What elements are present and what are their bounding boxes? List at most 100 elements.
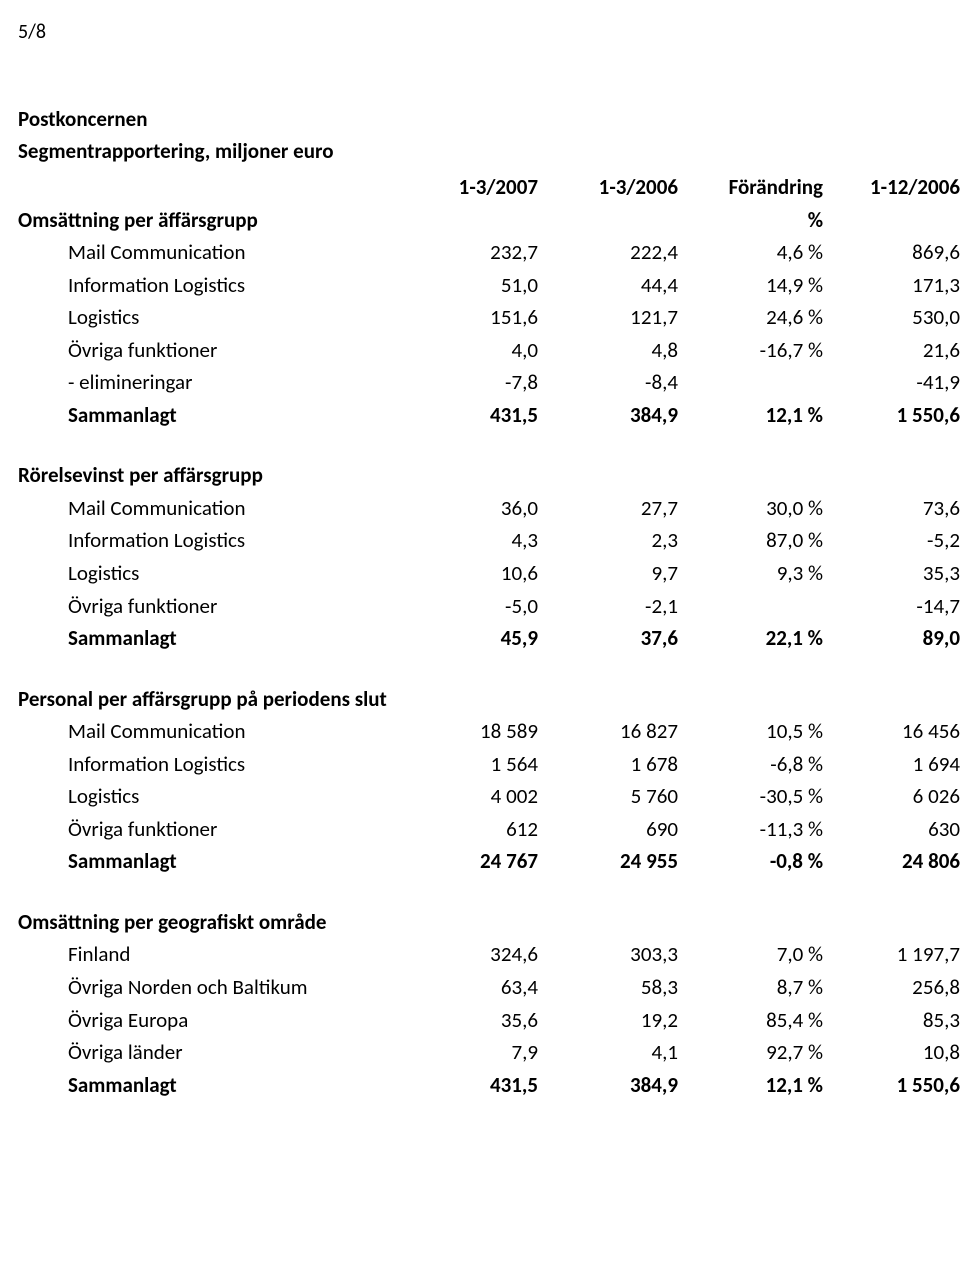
table-row: Övriga funktioner-5,0-2,1-14,7 bbox=[18, 590, 960, 623]
cell-c4: 171,3 bbox=[823, 269, 960, 302]
header-blank bbox=[398, 204, 538, 237]
cell-c3: 24,6 % bbox=[678, 301, 823, 334]
table-row: Övriga funktioner4,04,8-16,7 %21,6 bbox=[18, 334, 960, 367]
cell-c4: 1 197,7 bbox=[823, 938, 960, 971]
cell-c4: 73,6 bbox=[823, 492, 960, 525]
blank bbox=[678, 878, 823, 939]
row-label: Mail Communication bbox=[18, 236, 398, 269]
cell-c2: 690 bbox=[538, 813, 678, 846]
cell-c1: 63,4 bbox=[398, 971, 538, 1004]
cell-c1: 51,0 bbox=[398, 269, 538, 302]
report-title-2: Segmentrapportering, miljoner euro bbox=[18, 136, 960, 168]
blank bbox=[538, 431, 678, 492]
cell-c2: 384,9 bbox=[538, 1069, 678, 1102]
cell-c4: 630 bbox=[823, 813, 960, 846]
cell-c3: -6,8 % bbox=[678, 748, 823, 781]
cell-c3 bbox=[678, 366, 823, 399]
blank bbox=[823, 431, 960, 492]
cell-c3: 87,0 % bbox=[678, 524, 823, 557]
cell-c1: -5,0 bbox=[398, 590, 538, 623]
cell-c4: 35,3 bbox=[823, 557, 960, 590]
cell-c3: 9,3 % bbox=[678, 557, 823, 590]
report-title-1: Postkoncernen bbox=[18, 104, 960, 136]
cell-c1: 7,9 bbox=[398, 1036, 538, 1069]
cell-c2: 37,6 bbox=[538, 622, 678, 655]
cell-c1: 18 589 bbox=[398, 715, 538, 748]
row-label: Övriga länder bbox=[18, 1036, 398, 1069]
cell-c2: 24 955 bbox=[538, 845, 678, 878]
section-title: Personal per affärsgrupp på periodens sl… bbox=[18, 655, 398, 716]
cell-c2: 44,4 bbox=[538, 269, 678, 302]
cell-c1: 612 bbox=[398, 813, 538, 846]
row-label: Övriga Europa bbox=[18, 1004, 398, 1037]
table-row: Övriga Europa35,619,285,4 %85,3 bbox=[18, 1004, 960, 1037]
cell-c2: 16 827 bbox=[538, 715, 678, 748]
cell-c2: 4,8 bbox=[538, 334, 678, 367]
cell-c1: 324,6 bbox=[398, 938, 538, 971]
row-label: Mail Communication bbox=[18, 715, 398, 748]
cell-c2: 5 760 bbox=[538, 780, 678, 813]
cell-c3: 14,9 % bbox=[678, 269, 823, 302]
cell-c4: 256,8 bbox=[823, 971, 960, 1004]
row-label: Sammanlagt bbox=[18, 622, 398, 655]
cell-c1: 4 002 bbox=[398, 780, 538, 813]
cell-c1: 151,6 bbox=[398, 301, 538, 334]
blank bbox=[678, 655, 823, 716]
cell-c1: 24 767 bbox=[398, 845, 538, 878]
cell-c2: -8,4 bbox=[538, 366, 678, 399]
blank bbox=[538, 878, 678, 939]
table-row: Övriga funktioner612690-11,3 %630 bbox=[18, 813, 960, 846]
cell-c3: -11,3 % bbox=[678, 813, 823, 846]
cell-c2: 222,4 bbox=[538, 236, 678, 269]
cell-c1: -7,8 bbox=[398, 366, 538, 399]
cell-c4: -41,9 bbox=[823, 366, 960, 399]
cell-c3: 10,5 % bbox=[678, 715, 823, 748]
table-row: Sammanlagt45,937,622,1 %89,0 bbox=[18, 622, 960, 655]
cell-c1: 36,0 bbox=[398, 492, 538, 525]
cell-c4: 869,6 bbox=[823, 236, 960, 269]
table-row: Mail Communication232,7222,44,6 %869,6 bbox=[18, 236, 960, 269]
blank bbox=[398, 878, 538, 939]
table-row: Sammanlagt24 76724 955-0,8 %24 806 bbox=[18, 845, 960, 878]
row-label: Information Logistics bbox=[18, 748, 398, 781]
cell-c4: 16 456 bbox=[823, 715, 960, 748]
row-label: Logistics bbox=[18, 301, 398, 334]
cell-c4: 1 694 bbox=[823, 748, 960, 781]
table-row: Information Logistics51,044,414,9 %171,3 bbox=[18, 269, 960, 302]
table-row: Logistics151,6121,724,6 %530,0 bbox=[18, 301, 960, 334]
row-label: Övriga Norden och Baltikum bbox=[18, 971, 398, 1004]
section-title: Omsättning per äffärsgrupp bbox=[18, 204, 398, 237]
row-label: Mail Communication bbox=[18, 492, 398, 525]
cell-c4: -5,2 bbox=[823, 524, 960, 557]
cell-c1: 10,6 bbox=[398, 557, 538, 590]
header-c1: 1-3/2007 bbox=[398, 171, 538, 204]
section-title-row: Personal per affärsgrupp på periodens sl… bbox=[18, 655, 960, 716]
cell-c3 bbox=[678, 590, 823, 623]
cell-c1: 1 564 bbox=[398, 748, 538, 781]
header-blank bbox=[18, 171, 398, 204]
table-row: - elimineringar-7,8-8,4-41,9 bbox=[18, 366, 960, 399]
cell-c3: 7,0 % bbox=[678, 938, 823, 971]
row-label: Övriga funktioner bbox=[18, 590, 398, 623]
blank bbox=[823, 655, 960, 716]
cell-c3: 12,1 % bbox=[678, 1069, 823, 1102]
row-label: Sammanlagt bbox=[18, 399, 398, 432]
section-title: Omsättning per geografiskt område bbox=[18, 878, 398, 939]
header-c3b: % bbox=[678, 204, 823, 237]
cell-c4: 6 026 bbox=[823, 780, 960, 813]
header-c4: 1-12/2006 bbox=[823, 171, 960, 204]
cell-c2: 9,7 bbox=[538, 557, 678, 590]
table-row: Finland324,6303,37,0 %1 197,7 bbox=[18, 938, 960, 971]
cell-c1: 431,5 bbox=[398, 399, 538, 432]
cell-c1: 4,0 bbox=[398, 334, 538, 367]
header-blank bbox=[823, 204, 960, 237]
row-label: Övriga funktioner bbox=[18, 813, 398, 846]
row-label: Information Logistics bbox=[18, 524, 398, 557]
column-header-row-2: Omsättning per äffärsgrupp% bbox=[18, 204, 960, 237]
cell-c4: 89,0 bbox=[823, 622, 960, 655]
table-row: Sammanlagt431,5384,912,1 %1 550,6 bbox=[18, 399, 960, 432]
cell-c1: 4,3 bbox=[398, 524, 538, 557]
table-row: Mail Communication36,027,730,0 %73,6 bbox=[18, 492, 960, 525]
header-blank bbox=[538, 204, 678, 237]
cell-c2: 2,3 bbox=[538, 524, 678, 557]
